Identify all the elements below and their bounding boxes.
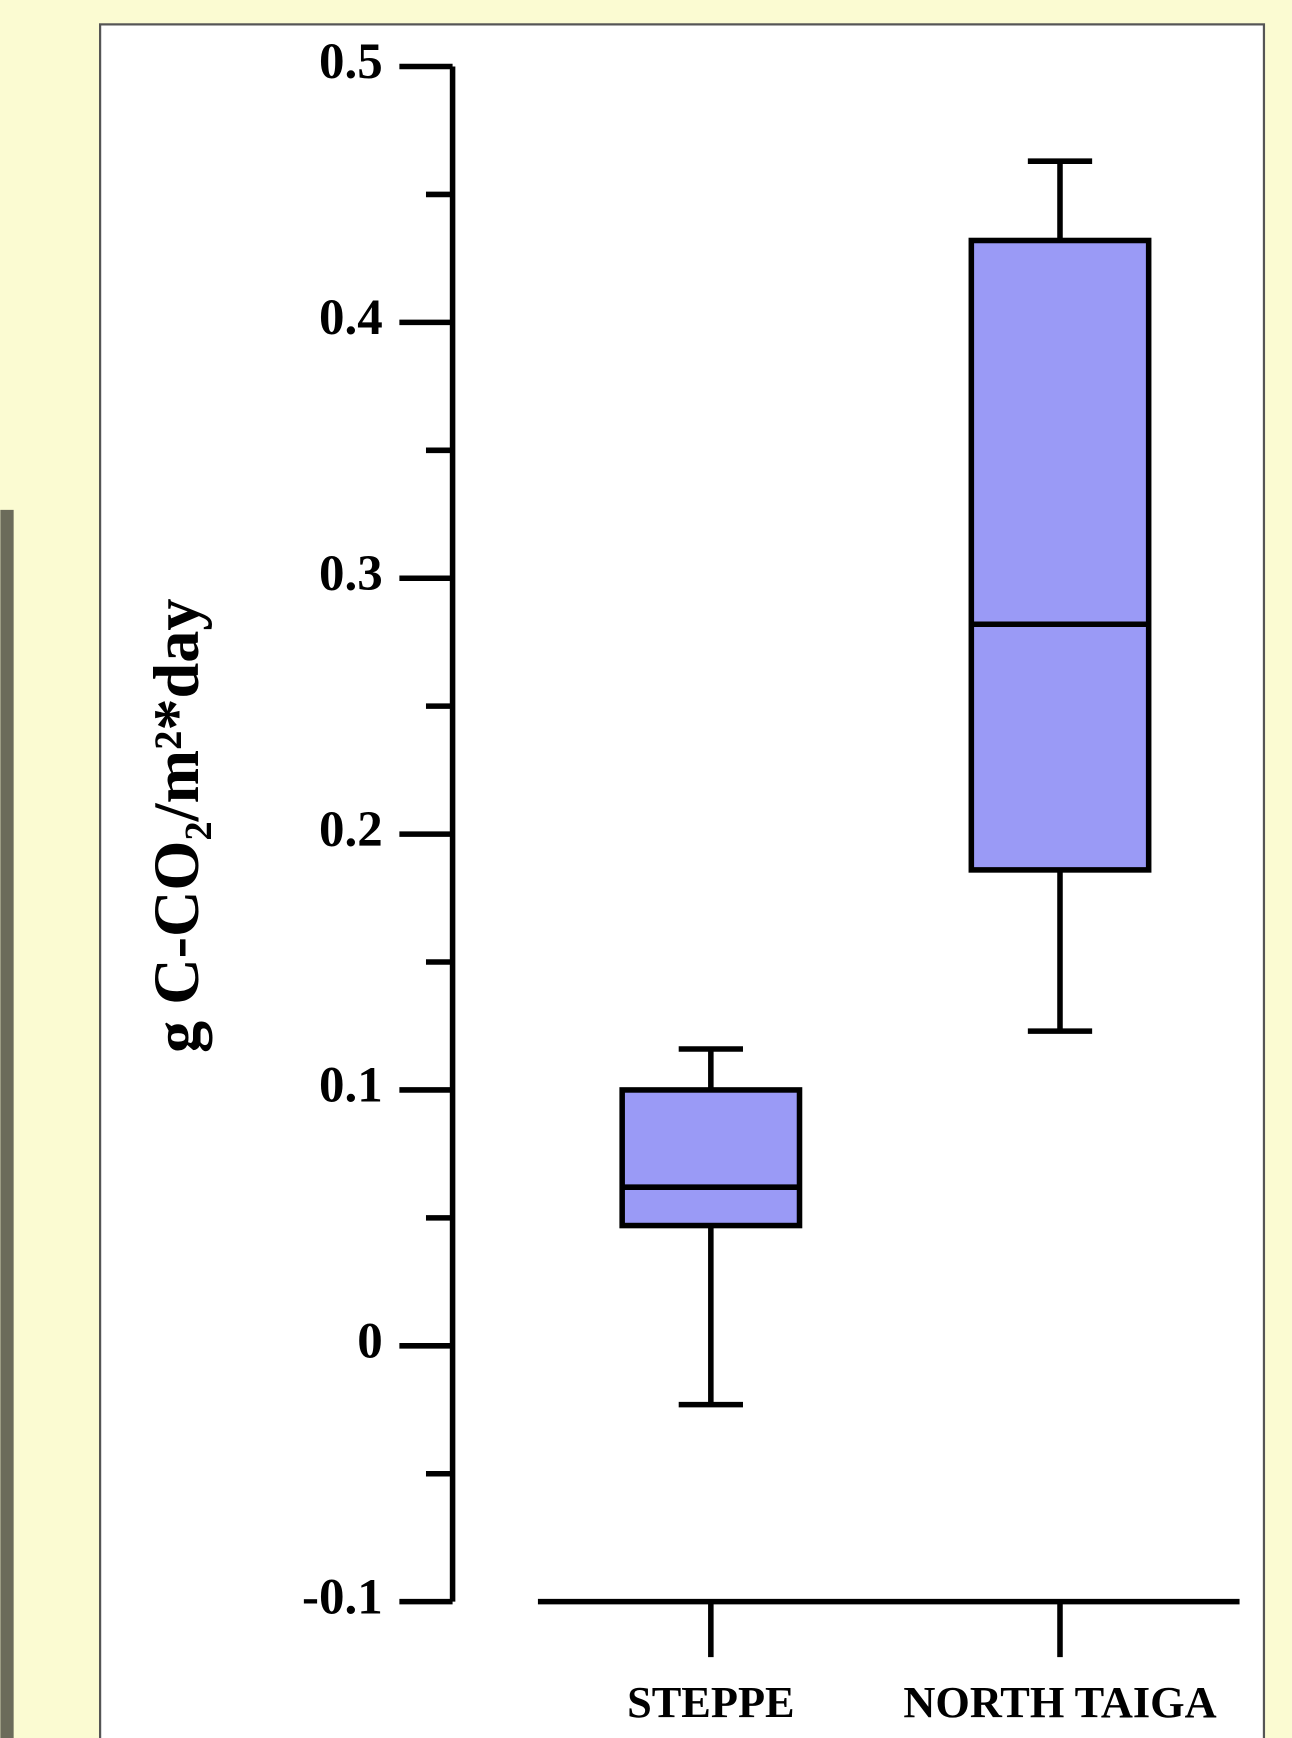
y-axis-label: g C-CO₂/m²*day [141,599,212,1053]
box [622,1090,799,1226]
y-tick-label: 0.4 [319,290,383,346]
page: {"chart_data": {"type": "box", "y_label"… [0,0,1292,1738]
photo-strip [0,510,13,1738]
x-tick-label: STEPPE [627,1677,795,1727]
y-tick-label: 0.3 [319,546,383,602]
y-tick-label: -0.1 [302,1569,383,1625]
x-tick-label: NORTH TAIGA [903,1677,1216,1727]
y-tick-label: 0 [357,1314,382,1370]
chart: g C-CO₂/m²*day -0.1 0 0.1 0.2 0.3 0.4 0.5 STEPP… [0,0,1292,1738]
y-tick-label: 0.1 [319,1058,383,1114]
y-tick-label: 0.5 [319,34,383,90]
y-tick-label: 0.2 [319,802,383,858]
box [971,240,1148,869]
